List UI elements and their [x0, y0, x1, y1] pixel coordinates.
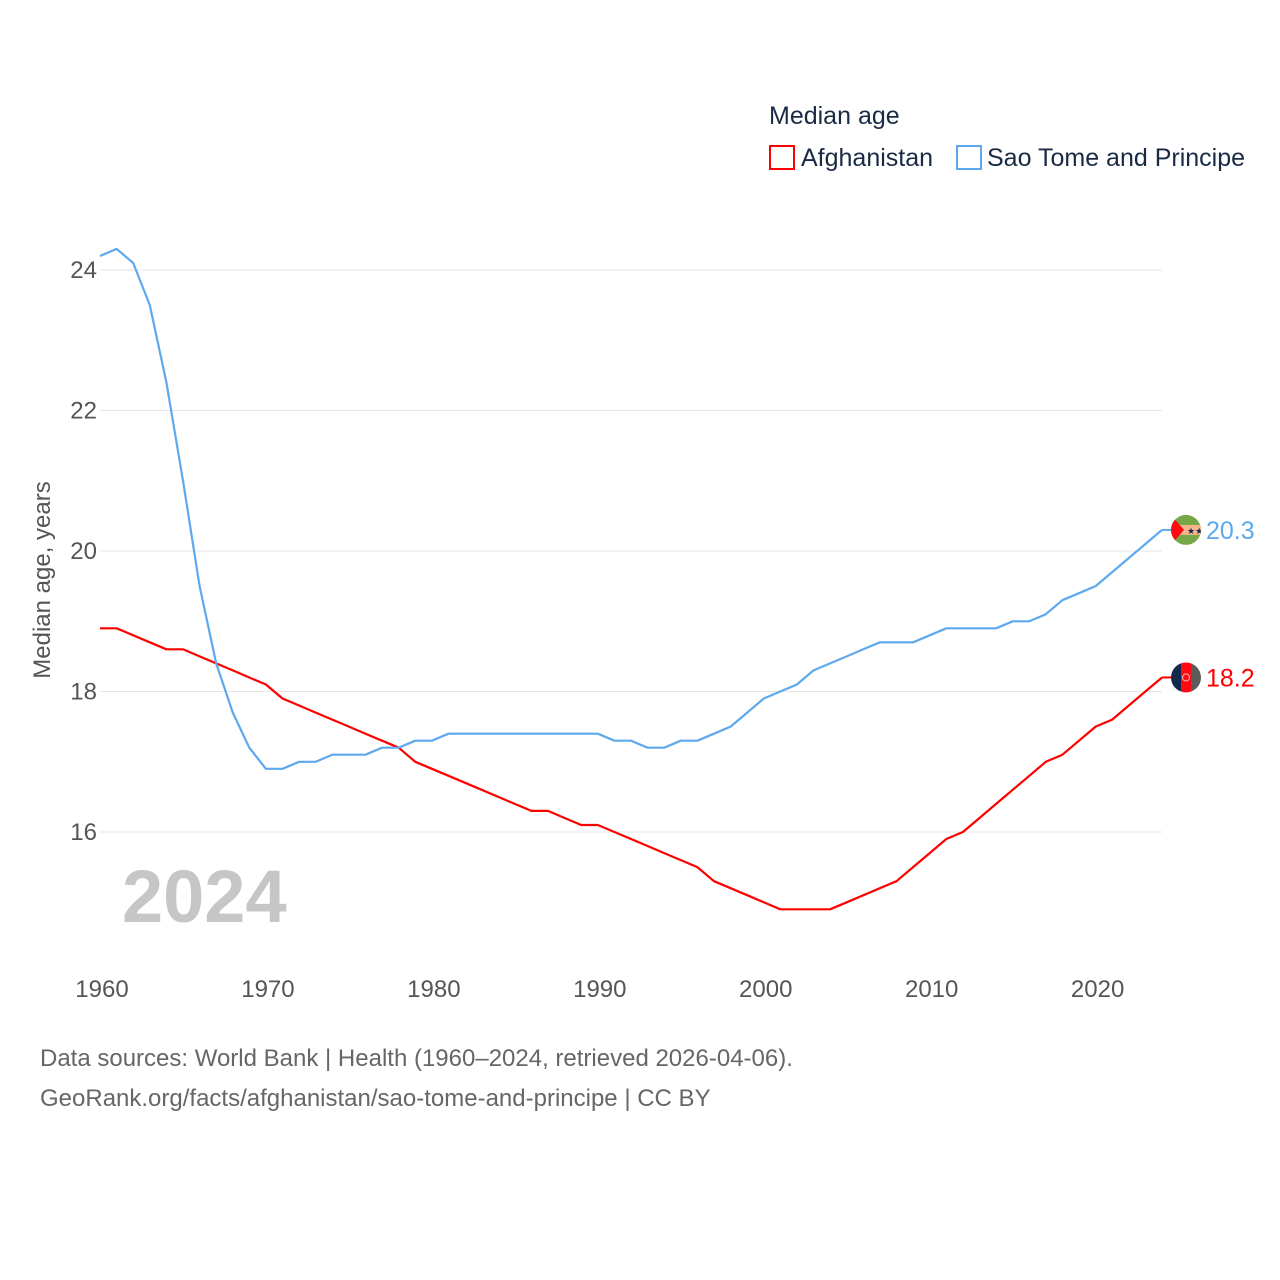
footer-sources: Data sources: World Bank | Health (1960–… — [40, 1045, 793, 1072]
x-axis-ticks: 1960 1970 1980 1990 2000 2010 2020 — [75, 976, 1124, 1003]
y-axis-label: Median age, years — [29, 481, 56, 678]
end-value-label-sao-tome: 20.3 — [1206, 517, 1255, 545]
x-tick-label: 2000 — [739, 976, 792, 1003]
y-tick-label: 16 — [70, 819, 97, 846]
series-lines — [99, 247, 1163, 911]
x-tick-label: 1980 — [407, 976, 460, 1003]
end-value-label-afghanistan: 18.2 — [1206, 664, 1255, 692]
gridlines — [100, 269, 1162, 833]
footer-link[interactable]: GeoRank.org/facts/afghanistan/sao-tome-a… — [40, 1085, 711, 1112]
legend: Median age Afghanistan Sao Tome and Prin… — [769, 102, 1245, 172]
y-tick-label: 20 — [70, 538, 97, 565]
end-labels: 18.2 ★★ 20.3 — [1162, 514, 1255, 693]
legend-item-afghanistan[interactable]: Afghanistan — [769, 144, 933, 172]
legend-label-afghanistan: Afghanistan — [801, 144, 933, 172]
legend-swatch-sao-tome — [956, 145, 982, 170]
x-tick-label: 1990 — [573, 976, 626, 1003]
y-axis-ticks: 16 18 20 22 24 — [70, 257, 97, 846]
series-line-afghanistan — [100, 627, 1163, 911]
x-tick-label: 1960 — [75, 976, 128, 1003]
legend-swatch-afghanistan — [769, 145, 795, 170]
x-tick-label: 2020 — [1071, 976, 1124, 1003]
legend-item-sao-tome[interactable]: Sao Tome and Principe — [956, 144, 1245, 172]
legend-title: Median age — [769, 102, 900, 130]
legend-label-sao-tome: Sao Tome and Principe — [987, 144, 1245, 172]
flag-icon-afghanistan — [1171, 662, 1201, 693]
x-tick-label: 2010 — [905, 976, 958, 1003]
y-tick-label: 24 — [70, 257, 97, 284]
y-tick-label: 22 — [70, 398, 97, 425]
y-tick-label: 18 — [70, 679, 97, 706]
svg-text:★★: ★★ — [1187, 526, 1203, 536]
x-tick-label: 1970 — [241, 976, 294, 1003]
flag-icon-sao-tome: ★★ — [1171, 514, 1203, 545]
series-line-sao-tome — [99, 247, 1163, 770]
year-watermark: 2024 — [122, 855, 287, 938]
